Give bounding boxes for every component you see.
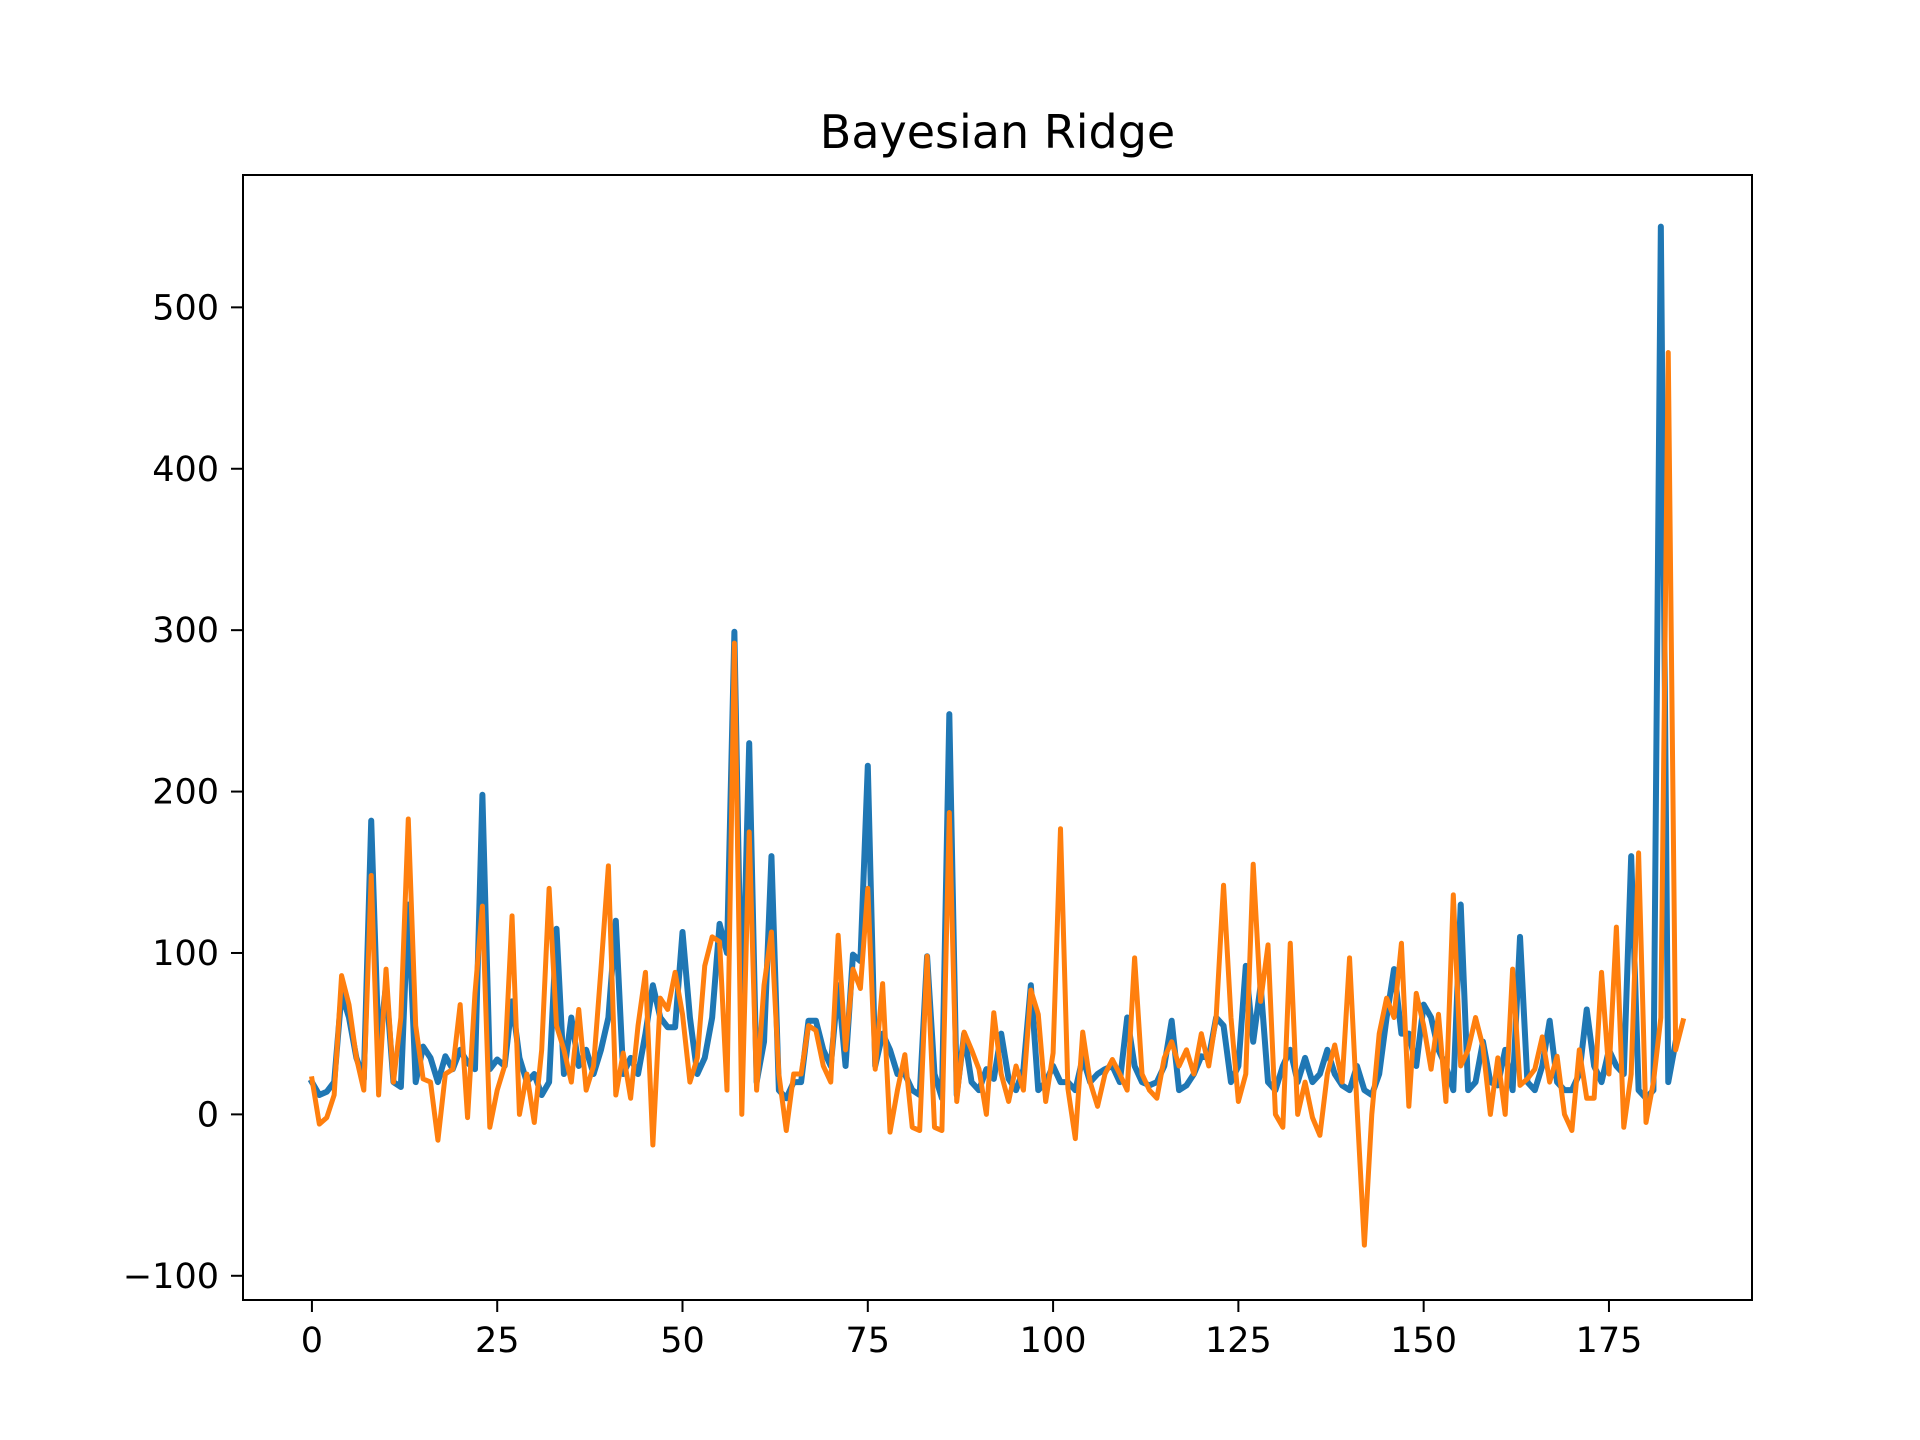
chart-title: Bayesian Ridge	[819, 105, 1176, 159]
x-tick-label: 75	[846, 1321, 891, 1361]
y-tick-label: 100	[152, 934, 219, 974]
x-tick-label: 0	[301, 1321, 323, 1361]
y-tick-label: −100	[123, 1257, 219, 1297]
x-axis: 0 25 50 75 100 125 150 175	[301, 1300, 1643, 1361]
y-tick-label: 400	[152, 450, 219, 490]
y-tick-label: 500	[152, 288, 219, 328]
x-tick-label: 175	[1576, 1321, 1643, 1361]
series-line-2	[309, 350, 1687, 1248]
y-tick-label: 300	[152, 611, 219, 651]
plot-frame	[242, 174, 1753, 1301]
x-tick-label: 50	[660, 1321, 705, 1361]
x-tick-label: 125	[1205, 1321, 1272, 1361]
series-line-1	[307, 223, 1680, 1102]
y-tick-label: 200	[152, 773, 219, 813]
x-tick-label: 100	[1020, 1321, 1087, 1361]
series-layer	[307, 223, 1687, 1248]
y-axis: −100 0 100 200 300 400 500	[123, 288, 243, 1297]
x-tick-label: 150	[1390, 1321, 1457, 1361]
y-tick-label: 0	[197, 1095, 219, 1135]
x-tick-label: 25	[475, 1321, 520, 1361]
